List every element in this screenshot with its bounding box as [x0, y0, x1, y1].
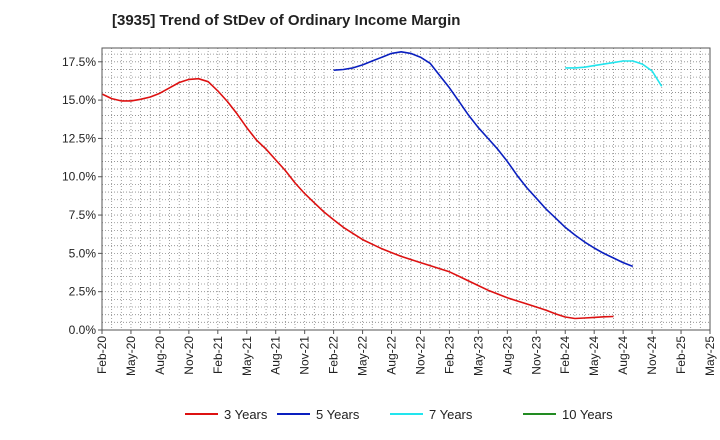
x-tick-label: Aug-21 — [269, 336, 283, 375]
legend-label: 7 Years — [429, 407, 473, 422]
legend-label: 5 Years — [316, 407, 360, 422]
series-line-7-years — [565, 60, 663, 87]
x-tick-label: Nov-22 — [413, 336, 427, 375]
y-tick-label: 7.5% — [69, 208, 97, 222]
x-tick-label: Aug-22 — [385, 336, 399, 375]
x-tick-label: Nov-20 — [182, 336, 196, 375]
y-tick-label: 12.5% — [62, 131, 96, 145]
x-tick-label: Aug-24 — [616, 336, 630, 375]
y-tick-label: 15.0% — [62, 93, 96, 107]
y-axis-ticks: 0.0% 2.5% 5.0% 7.5% 10.0% 12.5% 15.0% 17.5% — [62, 55, 102, 337]
series-line-3-years — [101, 77, 614, 320]
x-tick-label: Feb-23 — [442, 336, 456, 374]
x-tick-label: May-22 — [356, 336, 370, 376]
y-tick-label: 2.5% — [69, 285, 97, 299]
x-tick-label: Nov-23 — [529, 336, 543, 375]
x-tick-label: May-21 — [240, 336, 254, 376]
x-tick-label: Feb-20 — [95, 336, 109, 374]
x-tick-label: Aug-20 — [153, 336, 167, 375]
legend: 3 Years 5 Years 7 Years 10 Years — [185, 407, 613, 422]
y-tick-label: 10.0% — [62, 170, 96, 184]
legend-label: 3 Years — [224, 407, 268, 422]
y-tick-label: 5.0% — [69, 246, 97, 260]
x-tick-label: Feb-24 — [558, 336, 572, 374]
x-tick-label: Feb-25 — [674, 336, 688, 374]
x-tick-label: May-23 — [471, 336, 485, 376]
x-tick-label: May-20 — [124, 336, 138, 376]
x-tick-label: May-24 — [587, 336, 601, 376]
x-tick-label: Feb-22 — [327, 336, 341, 374]
plot-area-frame — [101, 47, 711, 331]
legend-label: 10 Years — [562, 407, 613, 422]
y-tick-label: 17.5% — [62, 55, 96, 69]
chart-title: [3935] Trend of StDev of Ordinary Income… — [112, 12, 461, 29]
y-tick-label: 0.0% — [69, 323, 97, 337]
x-axis-ticks: Feb-20 May-20 Aug-20 Nov-20 Feb-21 May-21 Aug-… — [95, 330, 717, 376]
x-tick-label: Aug-23 — [500, 336, 514, 375]
series-line-5-years — [333, 50, 634, 268]
x-tick-label: Feb-21 — [211, 336, 225, 374]
x-tick-label: Nov-24 — [645, 336, 659, 375]
x-tick-label: Nov-21 — [298, 336, 312, 375]
series-lines — [101, 50, 663, 320]
x-tick-label: May-25 — [703, 336, 717, 376]
gridlines — [102, 48, 710, 330]
